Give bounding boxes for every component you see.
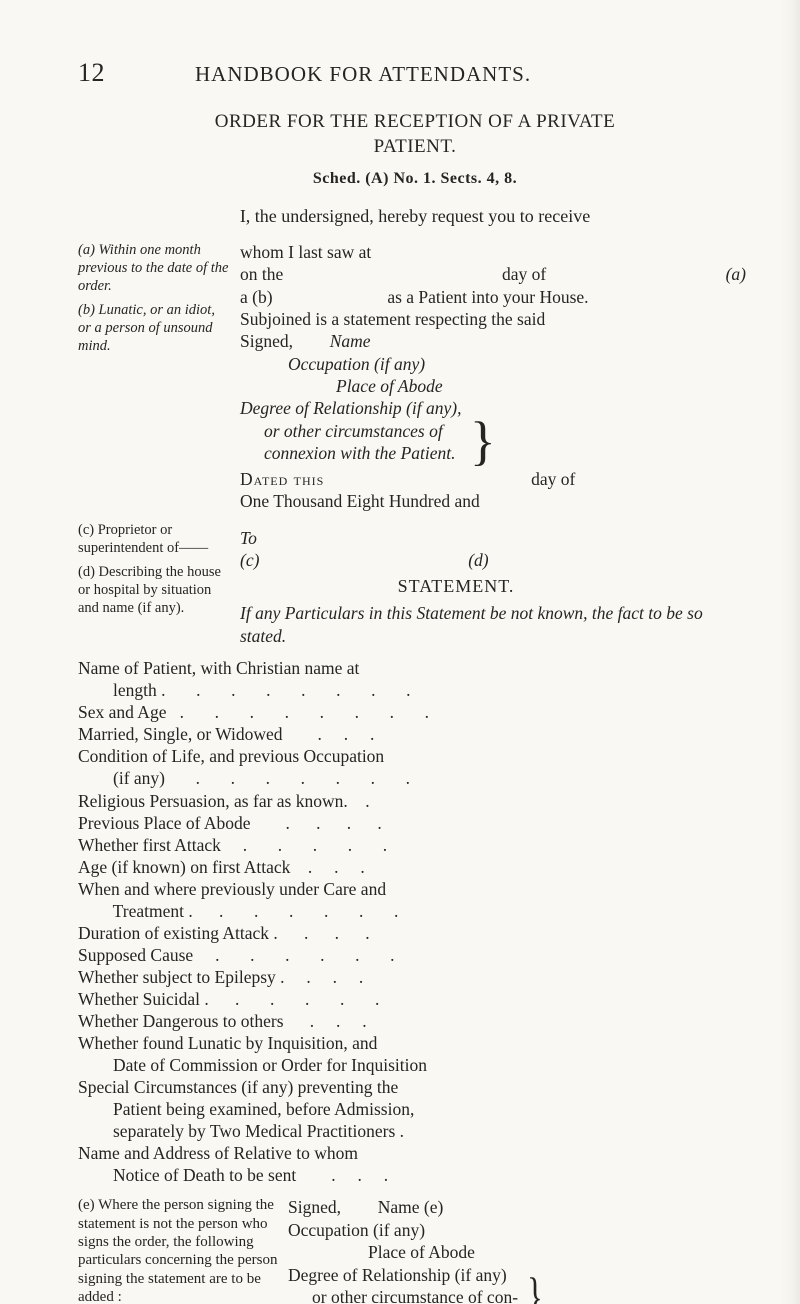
inventory-line: Duration of existing Attack . . . . — [78, 922, 752, 944]
inventory-line: Age (if known) on first Attack . . . — [78, 856, 752, 878]
running-title: HANDBOOK FOR ATTENDANTS. — [195, 62, 531, 87]
page: 12 HANDBOOK FOR ATTENDANTS. ORDER FOR TH… — [0, 0, 800, 1304]
inventory-line: Condition of Life, and previous Occupati… — [78, 745, 752, 767]
inventory-line: When and where previously under Care and — [78, 878, 752, 900]
main-line-4: Subjoined is a statement respecting the … — [240, 308, 752, 330]
main-line-1: whom I last saw at — [240, 241, 752, 263]
inventory-line: Date of Commission or Order for Inquisit… — [78, 1054, 752, 1076]
inventory-line: Notice of Death to be sent . . . — [78, 1164, 752, 1186]
inventory-line: Whether found Lunatic by Inquisition, an… — [78, 1032, 752, 1054]
place-row: Place of Abode — [240, 375, 752, 397]
statement-heading: STATEMENT. — [160, 575, 752, 598]
section-b: (c) Proprietor or superintendent of—— (d… — [78, 521, 752, 648]
inventory-line: separately by Two Medical Practitioners … — [78, 1120, 752, 1142]
main-b: To (c) (d) STATEMENT. If any Particulars… — [240, 521, 752, 648]
degree-block: Degree of Relationship (if any), or othe… — [240, 397, 752, 465]
brace-icon: } — [525, 1273, 545, 1304]
to-row: To — [240, 527, 752, 549]
main-a: whom I last saw at on the day of (a) a (… — [240, 241, 752, 513]
main-line-3: a (b) as a Patient into your House. — [240, 286, 752, 308]
inventory-line: Patient being examined, before Admission… — [78, 1098, 752, 1120]
inventory-line: Sex and Age . . . . . . . . — [78, 701, 752, 723]
page-number: 12 — [78, 58, 105, 88]
side-note-b: (b) Lunatic, or an idiot, or a person of… — [78, 301, 230, 355]
footer-main: Signed, Name (e) Occupation (if any) Pla… — [288, 1196, 752, 1304]
inventory-line: Whether first Attack . . . . . — [78, 834, 752, 856]
signed-row: Signed, Name — [240, 330, 752, 352]
inventory-line: Supposed Cause . . . . . . — [78, 944, 752, 966]
side-note-a: (a) Within one month previous to the dat… — [78, 241, 230, 295]
inventory-line: Treatment . . . . . . . — [78, 900, 752, 922]
inventory-line: Whether Dangerous to others . . . — [78, 1010, 752, 1032]
marker-a: (a) — [726, 263, 746, 285]
inventory-line: (if any) . . . . . . . — [78, 767, 752, 789]
cd-row: (c) (d) — [240, 549, 752, 571]
inventory-line: Whether subject to Epilepsy . . . . — [78, 966, 752, 988]
fact-line: If any Particulars in this Statement be … — [240, 602, 752, 647]
running-head: 12 HANDBOOK FOR ATTENDANTS. — [78, 58, 752, 88]
inventory-line: Special Circumstances (if any) preventin… — [78, 1076, 752, 1098]
f-place-row: Place of Abode — [288, 1241, 752, 1263]
brace-icon: } — [466, 411, 500, 471]
inventory-list: Name of Patient, with Christian name at … — [78, 657, 752, 1186]
dated-row: Dated this day of — [240, 468, 752, 490]
occupation-row: Occupation (if any) — [240, 353, 752, 375]
main-line-2: on the day of (a) — [240, 263, 752, 285]
inventory-line: Religious Persuasion, as far as known. . — [78, 790, 752, 812]
f-occupation-row: Occupation (if any) — [288, 1219, 752, 1241]
section-a: (a) Within one month previous to the dat… — [78, 241, 752, 513]
inventory-line: Whether Suicidal . . . . . . — [78, 988, 752, 1010]
order-title-line2: PATIENT. — [78, 136, 752, 158]
f-signed-row: Signed, Name (e) — [288, 1196, 752, 1218]
side-note-c: (c) Proprietor or superintendent of—— — [78, 521, 230, 557]
one-thousand-row: One Thousand Eight Hundred and — [240, 490, 752, 512]
order-title-line1: ORDER FOR THE RECEPTION OF A PRIVATE — [78, 110, 752, 134]
undersigned: I, the undersigned, hereby request you t… — [78, 206, 752, 227]
footer-side-note: (e) Where the person signing the stateme… — [78, 1196, 288, 1304]
inventory-line: length . . . . . . . . — [78, 679, 752, 701]
footer-block: (e) Where the person signing the stateme… — [78, 1196, 752, 1304]
page-edge-shadow — [778, 0, 800, 1304]
inventory-line: Married, Single, or Widowed . . . — [78, 723, 752, 745]
f-degree-block: Degree of Relationship (if any) or other… — [288, 1264, 752, 1304]
side-notes-a: (a) Within one month previous to the dat… — [78, 241, 240, 513]
inventory-line: Name of Patient, with Christian name at — [78, 657, 752, 679]
sched-line: Sched. (A) No. 1. Sects. 4, 8. — [78, 170, 752, 188]
inventory-line: Name and Address of Relative to whom — [78, 1142, 752, 1164]
inventory-line: Previous Place of Abode . . . . — [78, 812, 752, 834]
